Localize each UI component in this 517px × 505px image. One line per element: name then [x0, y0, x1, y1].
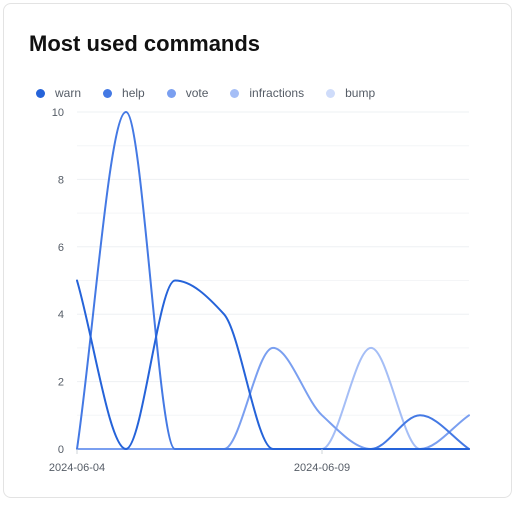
legend-item-vote[interactable]: vote [166, 86, 209, 100]
chart-legend: warn help vote infractions bump [36, 86, 397, 100]
y-axis-ticks: 0 2 4 6 8 10 [52, 107, 64, 456]
y-tick-label: 6 [58, 242, 64, 254]
legend-swatch [326, 88, 336, 98]
legend-item-bump[interactable]: bump [326, 86, 375, 100]
x-axis-ticks: 2024-06-04 2024-06-09 [49, 449, 350, 474]
grid-lines [77, 111, 469, 450]
legend-swatch [36, 88, 45, 98]
series-line-warn[interactable] [76, 279, 470, 450]
legend-label: bump [345, 86, 376, 100]
legend-item-help[interactable]: help [103, 86, 145, 100]
y-tick-label: 4 [58, 309, 64, 321]
y-tick-label: 2 [58, 377, 64, 389]
x-tick-label: 2024-06-04 [49, 462, 105, 474]
legend-label: help [122, 86, 145, 100]
x-tick-label: 2024-06-09 [294, 462, 350, 474]
legend-label: warn [55, 86, 82, 100]
legend-item-infractions[interactable]: infractions [230, 86, 304, 100]
y-tick-label: 0 [58, 444, 64, 456]
y-tick-label: 8 [58, 174, 64, 186]
legend-label: infractions [249, 86, 305, 100]
chart-title: Most used commands [29, 31, 261, 56]
legend-swatch [230, 88, 240, 98]
series-lines [76, 111, 470, 450]
y-tick-label: 10 [52, 107, 64, 119]
legend-swatch [166, 88, 176, 98]
legend-swatch [103, 88, 113, 98]
legend-label: vote [185, 86, 209, 100]
legend-item-warn[interactable]: warn [36, 86, 81, 100]
series-line-help[interactable] [76, 111, 470, 450]
